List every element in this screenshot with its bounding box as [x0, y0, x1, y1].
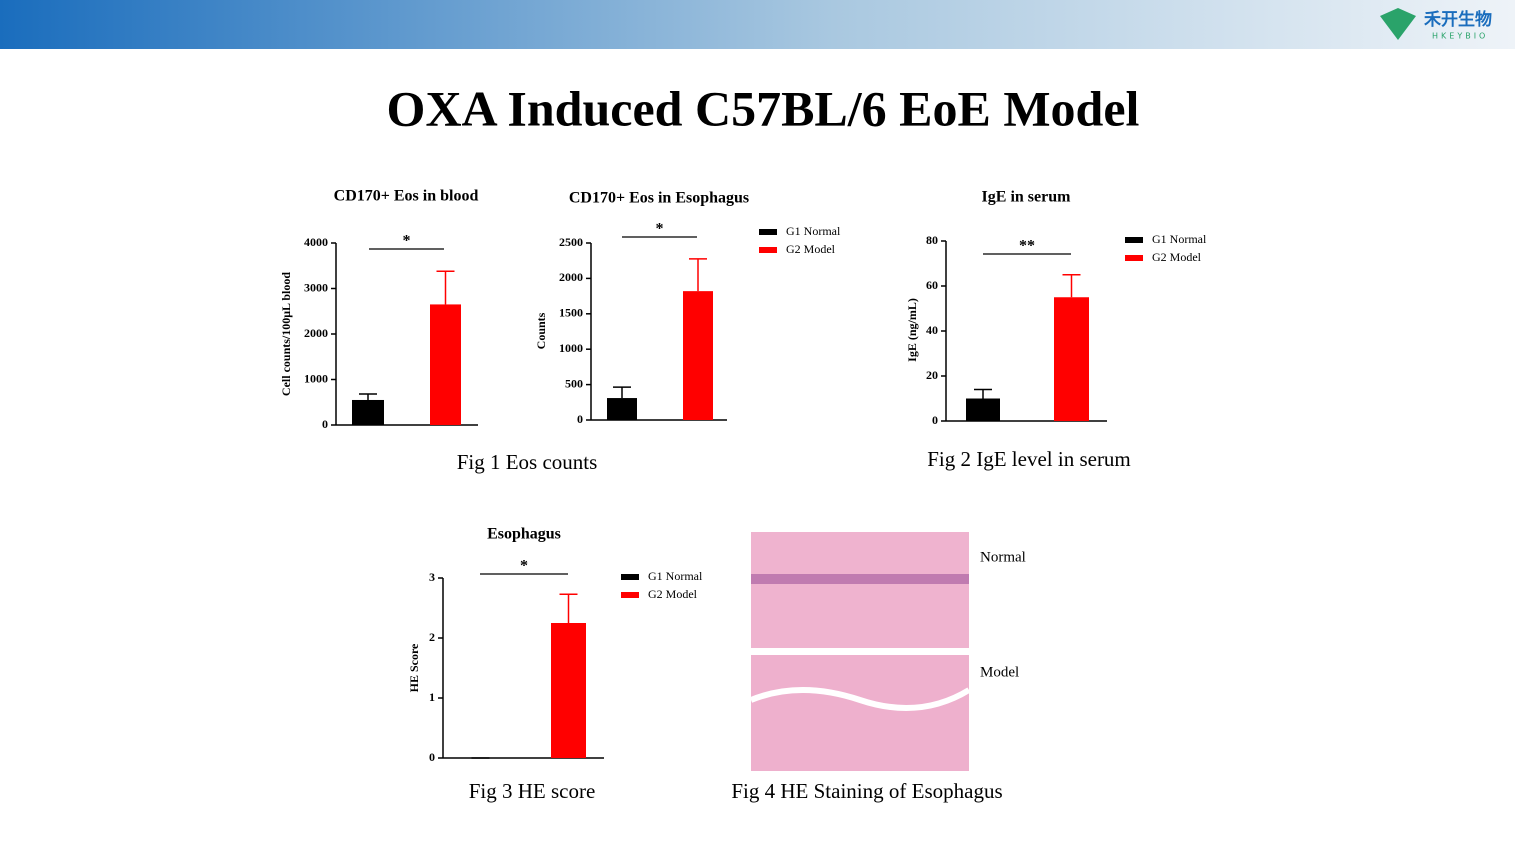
y-axis-label: Cell counts/100μL blood [279, 272, 293, 396]
y-tick-label: 1000 [559, 341, 583, 355]
chart-title: CD170+ Eos in blood [334, 188, 479, 205]
y-tick-label: 20 [926, 368, 938, 382]
y-tick-label: 2500 [559, 235, 583, 249]
legend-swatch [1125, 255, 1143, 261]
bar [1054, 297, 1089, 421]
legend-swatch [621, 592, 639, 598]
y-tick-label: 40 [926, 323, 938, 337]
y-axis-label: HE Score [407, 643, 421, 692]
significance-mark: ** [1019, 238, 1035, 255]
y-tick-label: 1000 [304, 371, 328, 385]
y-tick-label: 1500 [559, 306, 583, 320]
caption: Fig 2 IgE level in serum [927, 447, 1131, 471]
y-tick-label: 3000 [304, 280, 328, 294]
legend-label: G2 Model [1152, 250, 1202, 264]
legend-swatch [621, 574, 639, 580]
significance-mark: * [520, 558, 528, 575]
legend-swatch [1125, 237, 1143, 243]
logo-name: 禾开生物 [1424, 9, 1492, 30]
header-bar [0, 0, 1515, 49]
y-tick-label: 4000 [304, 235, 328, 249]
he-image-normal [751, 532, 969, 648]
bar [551, 623, 586, 758]
legend-swatch [759, 247, 777, 253]
y-tick-label: 500 [565, 376, 583, 390]
logo-icon [1380, 8, 1416, 40]
bar [966, 398, 1000, 421]
he-image-model [751, 655, 969, 771]
y-tick-label: 2000 [304, 326, 328, 340]
logo-sub: HKEYBIO [1432, 32, 1488, 41]
y-tick-label: 0 [932, 413, 938, 427]
y-tick-label: 0 [577, 412, 583, 426]
bar [683, 291, 713, 420]
caption: Fig 4 HE Staining of Esophagus [731, 779, 1002, 803]
y-tick-label: 2 [429, 630, 435, 644]
caption: Fig 3 HE score [469, 779, 596, 803]
y-tick-label: 3 [429, 570, 435, 584]
y-tick-label: 0 [429, 750, 435, 764]
legend-label: G1 Normal [648, 569, 703, 583]
he-lumen [749, 687, 971, 711]
image-label: Model [980, 664, 1019, 680]
bar [430, 304, 461, 425]
chart-title: IgE in serum [982, 189, 1072, 206]
legend-label: G1 Normal [1152, 232, 1207, 246]
image-label: Normal [980, 549, 1026, 565]
legend-label: G2 Model [786, 242, 836, 256]
slide-title: OXA Induced C57BL/6 EoE Model [387, 80, 1140, 136]
legend-swatch [759, 229, 777, 235]
significance-mark: * [403, 233, 411, 250]
y-axis-label: IgE (ng/mL) [905, 298, 919, 362]
y-tick-label: 0 [322, 417, 328, 431]
y-tick-label: 2000 [559, 270, 583, 284]
bar [352, 399, 384, 425]
y-tick-label: 60 [926, 278, 938, 292]
caption: Fig 1 Eos counts [457, 450, 598, 474]
y-tick-label: 1 [429, 690, 435, 704]
he-layer [751, 574, 969, 584]
y-axis-label: Counts [534, 312, 548, 349]
bar [607, 398, 637, 420]
significance-mark: * [656, 221, 664, 238]
legend-label: G2 Model [648, 587, 698, 601]
legend-label: G1 Normal [786, 224, 841, 238]
y-tick-label: 80 [926, 233, 938, 247]
chart-title: Esophagus [487, 526, 561, 543]
chart-title: CD170+ Eos in Esophagus [569, 190, 749, 207]
